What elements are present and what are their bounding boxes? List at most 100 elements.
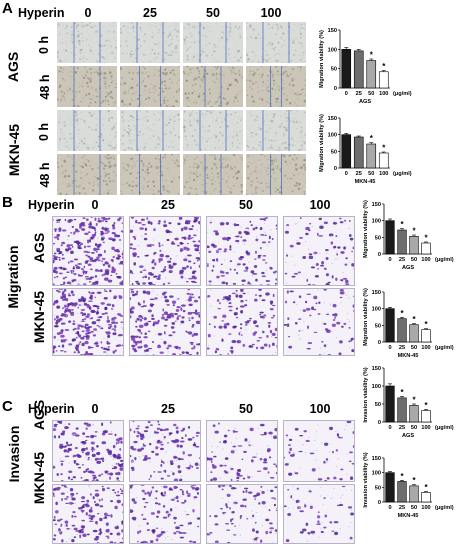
bar	[342, 49, 351, 88]
conc-100-c: 100	[288, 402, 352, 416]
bar	[410, 486, 419, 502]
significance-marker: *	[424, 401, 428, 410]
transwell-stain-image	[52, 288, 124, 356]
transwell-stain-image	[129, 288, 201, 356]
x-tick-label: 0	[388, 425, 391, 431]
significance-marker: *	[400, 388, 404, 397]
conc-50-a: 50	[181, 6, 245, 20]
cell-line-label-ags-b: AGS	[31, 228, 47, 268]
y-axis-label: Migration viability (%)	[319, 114, 325, 172]
conc-100-a: 100	[239, 6, 303, 20]
wound-healing-image	[183, 22, 243, 63]
transwell-stain-image	[52, 420, 124, 482]
y-tick-label: 150	[372, 202, 381, 208]
x-unit-label: (μg/ml)	[435, 257, 454, 263]
y-tick-label: 0	[378, 340, 381, 346]
significance-marker: *	[424, 483, 428, 492]
y-axis-label: Invasion viability (%)	[363, 367, 369, 422]
wound-healing-image	[57, 154, 117, 195]
significance-marker: *	[382, 62, 386, 71]
bar	[410, 325, 419, 342]
conc-50-c: 50	[214, 402, 278, 416]
wound-healing-image	[183, 66, 243, 107]
x-tick-label: 50	[411, 345, 417, 351]
x-tick-label: 50	[411, 257, 417, 263]
bar	[386, 221, 395, 254]
cell-line-label-ags-a: AGS	[5, 42, 21, 92]
y-axis-label: Migration viability (%)	[363, 288, 369, 346]
x-unit-label: (μg/ml)	[435, 505, 454, 511]
transwell-stain-image	[206, 216, 278, 286]
y-tick-label: 150	[372, 290, 381, 296]
y-tick-label: 150	[328, 116, 337, 122]
conc-0-b: 0	[63, 198, 127, 212]
bar	[398, 319, 407, 342]
significance-marker: *	[400, 309, 404, 318]
significance-marker: *	[424, 320, 428, 329]
chart-caption: AGS	[402, 265, 414, 271]
wound-healing-image	[57, 22, 117, 63]
transwell-stain-image	[206, 288, 278, 356]
y-tick-label: 50	[375, 323, 381, 329]
bar	[386, 473, 395, 502]
transwell-stain-image	[283, 288, 355, 356]
bar	[379, 72, 388, 88]
section-label-invasion: Invasion	[6, 422, 22, 486]
y-axis-label: Migration viability (%)	[363, 200, 369, 258]
wound-healing-image	[57, 110, 117, 151]
x-tick-label: 100	[379, 91, 388, 97]
y-tick-label: 50	[375, 402, 381, 408]
y-tick-label: 0	[334, 166, 337, 172]
bar	[422, 492, 431, 502]
conc-25-b: 25	[136, 198, 200, 212]
wound-healing-image	[246, 154, 306, 195]
transwell-stain-image	[52, 484, 124, 544]
x-tick-label: 50	[368, 91, 374, 97]
bar	[422, 410, 431, 422]
transwell-stain-image	[129, 484, 201, 544]
wound-healing-image	[183, 110, 243, 151]
transwell-stain-image	[129, 420, 201, 482]
x-tick-label: 0	[388, 345, 391, 351]
y-tick-label: 50	[331, 67, 337, 73]
significance-marker: *	[400, 220, 404, 229]
significance-marker: *	[412, 476, 416, 485]
bar	[410, 405, 419, 422]
wound-healing-image	[183, 154, 243, 195]
transwell-stain-image	[283, 216, 355, 286]
bar	[410, 236, 419, 254]
y-tick-label: 0	[378, 252, 381, 258]
y-tick-label: 50	[331, 149, 337, 155]
significance-marker: *	[412, 227, 416, 236]
x-tick-label: 50	[368, 171, 374, 177]
bar	[354, 137, 363, 168]
conc-25-a: 25	[118, 6, 182, 20]
y-tick-label: 150	[328, 28, 337, 34]
transwell-stain-image	[206, 420, 278, 482]
y-tick-label: 100	[328, 47, 337, 53]
significance-marker: *	[382, 144, 386, 153]
transwell-stain-image	[52, 216, 124, 286]
chart-caption: MKN-45	[398, 513, 419, 519]
wound-healing-image	[120, 154, 180, 195]
x-tick-label: 100	[421, 257, 430, 263]
conc-0-a: 0	[56, 6, 120, 20]
bar	[398, 398, 407, 422]
y-tick-label: 0	[334, 86, 337, 92]
row-label-48h-mkn: 48 h	[38, 155, 52, 195]
bar	[422, 330, 431, 342]
y-tick-label: 100	[372, 471, 381, 477]
bar	[386, 386, 395, 422]
x-tick-label: 0	[345, 171, 348, 177]
x-tick-label: 50	[411, 425, 417, 431]
x-tick-label: 25	[399, 505, 405, 511]
wound-healing-image	[57, 66, 117, 107]
x-tick-label: 25	[356, 171, 362, 177]
row-label-48h-ags: 48 h	[38, 67, 52, 107]
